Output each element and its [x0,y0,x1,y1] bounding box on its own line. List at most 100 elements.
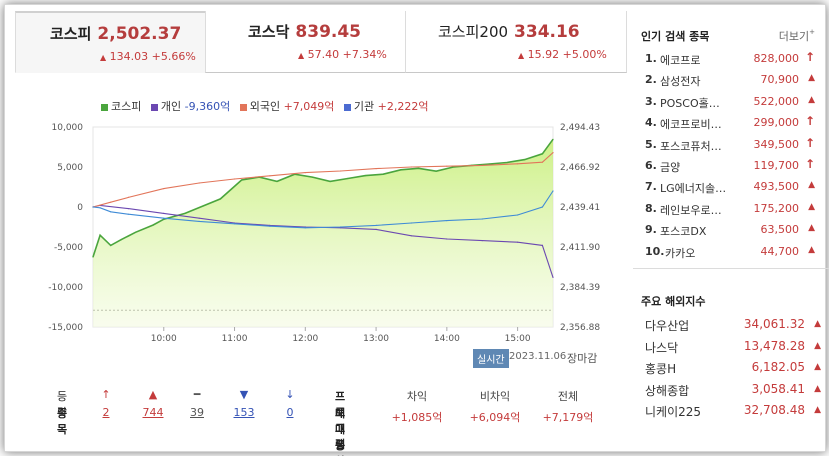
left-axis-tick: 5,000 [57,163,83,173]
series-point [453,166,455,168]
chart-date: 2023.11.06 [509,351,567,362]
series-point [127,213,129,215]
rank-number: 6. [645,159,657,172]
left-axis-tick: -10,000 [48,283,83,293]
stat-count-link[interactable]: 2 [102,406,110,419]
upper-limit-arrow-icon: ↑ [804,157,815,171]
stock-price: 175,200 [753,201,800,215]
tab-kosdaq-value: 839.45 [295,22,362,42]
series-point [375,228,377,230]
series-point [198,220,200,222]
stat-symbol-icon: ▼ [239,388,249,401]
popular-stock-row[interactable]: 10. 카카오 44,700 ▲ [645,245,817,266]
stock-price: 70,900 [760,73,800,87]
up-triangle-icon: ▲ [814,405,821,416]
series-point [481,218,483,220]
world-index-row[interactable]: 나스닥 13,478.28 ▲ [645,339,823,361]
legend-swatch [150,103,158,111]
series-point [99,207,101,209]
world-index-row[interactable]: 니케이225 32,708.48 ▲ [645,403,823,425]
series-point [435,170,437,172]
series-point [481,240,483,242]
series-point [198,182,200,184]
series-point [541,206,544,208]
stat-count-link[interactable]: 153 [233,406,255,419]
stock-price: 119,700 [753,159,800,172]
x-axis-tick: 10:00 [151,334,177,341]
series-point [375,224,377,226]
series-point [92,256,94,258]
legend-swatch [343,103,351,111]
stat-symbol-icon: ↓ [285,388,295,401]
stock-price: 493,500 [753,180,800,194]
more-link[interactable]: 더보기+ [778,28,815,43]
popular-stock-row[interactable]: 6. 금양 119,700 ↑ [645,157,817,180]
right-axis-tick: 2,411.90 [560,243,600,253]
stat-column: ━ 39 [182,388,212,419]
popular-stock-row[interactable]: 7. LG에너지솔… 493,500 ▲ [645,180,817,201]
stat-column: ▲ 744 [138,388,168,419]
right-axis-tick: 2,439.41 [560,203,600,213]
stock-price: 349,500 [753,137,800,151]
world-index-name: 홍콩H [645,362,677,377]
series-point [524,159,526,161]
series-point [382,173,384,175]
stats-row2-label: 종목 [57,407,68,436]
world-index-name: 상해종합 [645,383,690,398]
program-column-value: +6,094억 [469,411,521,424]
tab-kospi200[interactable]: 코스피200 334.16 ▲ 15.92 +5.00% [405,11,627,73]
more-icon: + [809,28,815,36]
world-index-row[interactable]: 홍콩H 6,182.05 ▲ [645,360,823,382]
series-point [163,217,165,219]
series-point [304,172,306,174]
up-triangle-icon: ▲ [814,362,821,373]
series-point [481,164,483,166]
up-triangle-icon: ▲ [808,201,815,212]
popular-stock-row[interactable]: 3. POSCO홀… 522,000 ▲ [645,95,817,116]
stat-count-link[interactable]: 744 [142,406,164,419]
popular-stock-row[interactable]: 4. 에코프로비… 299,000 ↑ [645,114,817,137]
series-point [92,206,94,208]
series-point [198,217,200,219]
x-axis-tick: 15:00 [505,334,531,341]
left-axis-tick: -5,000 [54,243,83,253]
series-point [446,238,448,240]
popular-stock-row[interactable]: 8. 레인보우로… 175,200 ▲ [645,202,817,223]
up-triangle-icon: ▲ [808,73,815,84]
right-axis-tick: 2,384.39 [560,283,600,293]
upper-limit-arrow-icon: ↑ [804,50,815,64]
realtime-button[interactable]: 실시간 [473,349,509,368]
tab-kosdaq[interactable]: 코스닥 839.45 ▲ 57.40 +7.34% [205,11,405,73]
tab-kosdaq-name: 코스닥 [248,23,290,41]
stats-row1-label: 등락 [57,390,68,419]
world-index-row[interactable]: 상해종합 3,058.41 ▲ [645,382,823,404]
series-point [552,190,554,192]
popular-stock-row[interactable]: 5. 포스코퓨처… 349,500 ↑ [645,136,817,159]
stock-name: LG에너지솔… [660,182,727,196]
right-axis-tick: 2,356.88 [560,323,600,333]
stat-count-link[interactable]: 0 [286,406,294,419]
up-triangle-icon: ▲ [100,53,107,62]
rank-number: 3. [645,94,657,108]
divider [633,268,829,269]
stock-name: 에코프로 [660,54,701,67]
popular-stock-row[interactable]: 2. 삼성전자 70,900 ▲ [645,73,817,94]
legend-foreign-value: +7,049억 [283,100,335,113]
series-point [410,235,413,237]
rank-number: 1. [645,52,657,65]
index-tabs: 코스피 2,502.37 ▲ 134.03 +5.66% 코스닥 839.45 ▲ … [15,11,627,73]
x-axis-tick: 14:00 [434,334,460,341]
world-index-row[interactable]: 다우산업 34,061.32 ▲ [645,317,823,339]
tab-kospi[interactable]: 코스피 2,502.37 ▲ 134.03 +5.66% [15,11,205,73]
stock-price: 522,000 [753,94,800,108]
right-axis-tick: 2,466.92 [560,163,600,173]
legend-institution-value: +2,222억 [377,100,429,113]
right-axis-tick: 2,494.43 [560,123,600,133]
up-triangle-icon: ▲ [808,223,815,234]
legend-institution: 기관 +2,222억 [343,100,429,113]
program-column-head: 비차익 [479,390,511,403]
stat-count-link[interactable]: 39 [190,406,204,419]
series-point [311,176,313,178]
popular-stock-row[interactable]: 9. 포스코DX 63,500 ▲ [645,223,817,244]
popular-stock-row[interactable]: 1. 에코프로 828,000 ↑ [645,50,817,73]
